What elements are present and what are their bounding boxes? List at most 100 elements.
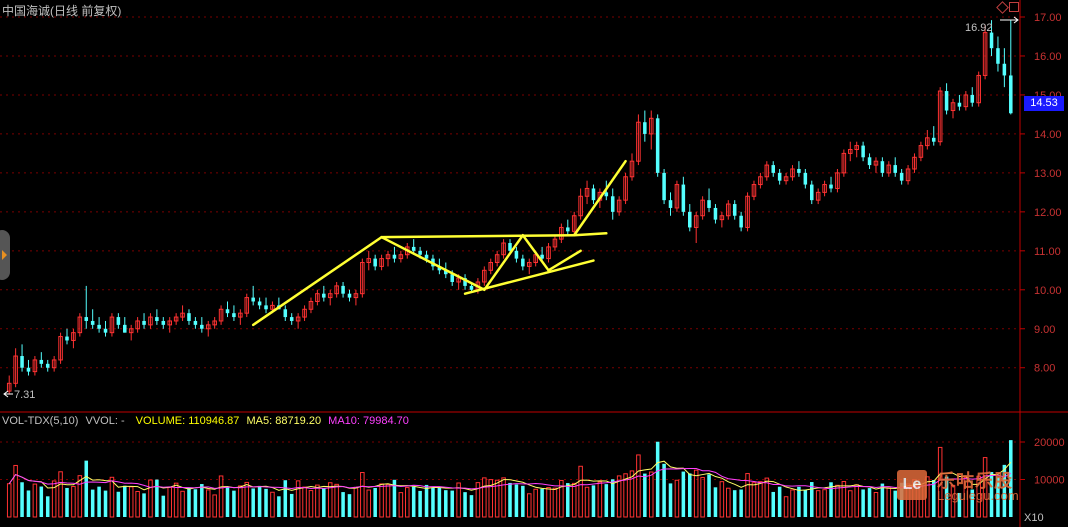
volume-bar-up: [302, 486, 307, 518]
candle-body-up: [360, 262, 365, 295]
candle-body-down: [373, 258, 377, 267]
volume-bar-down: [450, 490, 454, 517]
volume-bar-up: [366, 489, 372, 518]
volume-bar-up: [180, 490, 185, 518]
candle-body-down: [437, 266, 442, 271]
volume-bar-up: [475, 482, 481, 518]
candle-body-up: [334, 285, 339, 295]
candle-body-down: [803, 172, 808, 185]
volume-bar-up: [700, 476, 705, 518]
volume-indicator-header: VOL-TDX(5,10) VVOL: - VOLUME: 110946.87 …: [2, 415, 409, 427]
volume-bar-down: [392, 479, 397, 517]
price-tick-label: 16.00: [1034, 51, 1062, 63]
candle-body-down: [829, 184, 833, 189]
volume-bar-up: [167, 486, 172, 518]
candle-body-down: [200, 324, 204, 329]
candle-body-up: [494, 254, 500, 264]
candle-body-down: [418, 250, 422, 255]
candle-body-up: [456, 277, 461, 283]
volume-bar-down: [225, 487, 230, 517]
candle-body-up: [790, 168, 795, 178]
candle-body-down: [45, 363, 50, 368]
volume-bar-down: [469, 495, 474, 517]
left-scroll-handle[interactable]: [0, 230, 10, 280]
high-price-label: 16.92: [965, 22, 993, 34]
candle-body-down: [283, 309, 288, 318]
candle-body-up: [526, 262, 532, 267]
trend-line: [547, 249, 582, 272]
candle-body-down: [514, 250, 519, 259]
candle-body-down: [347, 293, 352, 298]
volume-bar-down: [1009, 440, 1013, 517]
volume-bar-down: [944, 476, 949, 517]
volume-bar-down: [65, 487, 69, 517]
price-tick-label: 10.00: [1034, 285, 1062, 297]
volume-bar-up: [976, 475, 981, 518]
candle-body-down: [232, 313, 236, 318]
candle-body-down: [732, 204, 737, 216]
volume-bar-down: [322, 488, 326, 517]
candle-body-up: [918, 145, 924, 158]
volume-bar-down: [424, 484, 429, 517]
candle-body-up: [128, 328, 134, 334]
volume-bar-down: [200, 484, 204, 517]
candle-body-down: [1002, 63, 1007, 76]
volume-bar-up: [212, 494, 217, 518]
candle-body-up: [636, 121, 641, 162]
candle-body-up: [726, 203, 731, 217]
volume-tick-label: 20000: [1034, 437, 1065, 449]
chart-title: 中国海诚(日线 前复权): [2, 4, 122, 18]
trend-line: [521, 233, 550, 272]
candle-body-up: [751, 184, 757, 197]
candle-body-up: [32, 359, 38, 373]
trend-line: [483, 233, 525, 292]
volume-bar-up: [398, 492, 404, 518]
candle-body-up: [719, 215, 725, 221]
volume-bar-down: [867, 488, 872, 517]
candle-body-up: [135, 320, 140, 330]
volume-bar-up: [135, 490, 140, 518]
candle-body-up: [616, 199, 622, 213]
candle-body-down: [193, 320, 198, 325]
candle-body-down: [142, 320, 146, 325]
volume-bar-up: [51, 480, 57, 518]
volume-bar-up: [790, 489, 795, 518]
volume-bar-up: [636, 454, 641, 518]
candle-body-up: [982, 32, 988, 76]
price-tick-label: 17.00: [1034, 12, 1062, 24]
volume-bar-down: [161, 495, 166, 517]
volume-bar-up: [71, 485, 76, 518]
candle-body-down: [604, 192, 609, 197]
watermark-brand: 乐咕乐股: [937, 471, 1013, 491]
volume-bar-up: [128, 486, 134, 518]
volume-bar-up: [648, 471, 654, 518]
watermark-url: Legulegu.com: [937, 488, 1019, 503]
volume-bar-down: [193, 489, 198, 517]
volume-bar-up: [315, 484, 320, 518]
candle-body-down: [65, 336, 69, 341]
volume-bar-down: [90, 489, 95, 517]
maximize-icon[interactable]: [1009, 2, 1019, 12]
volume-bar-up: [758, 481, 763, 518]
volume-bar-down: [681, 471, 686, 517]
candle-body-down: [707, 200, 711, 208]
candle-body-down: [322, 293, 326, 298]
vol-indicator-name: VOL-TDX(5,10): [2, 415, 79, 427]
candle-body-up: [912, 156, 917, 170]
volume-bar-down: [411, 486, 416, 517]
candle-body-up: [552, 238, 558, 248]
candle-body-up: [584, 187, 590, 197]
last-price-tag: 14.53: [1024, 96, 1064, 111]
candle-body-down: [797, 168, 801, 173]
price-tick-label: 8.00: [1034, 363, 1055, 375]
volume-bar-down: [103, 490, 108, 517]
volume-bar-up: [616, 475, 622, 518]
volume-bar-up: [751, 482, 757, 518]
volume-bar-up: [629, 470, 635, 518]
volume-bar-down: [707, 474, 711, 517]
candle-body-up: [937, 90, 943, 143]
candle-body-down: [264, 305, 268, 310]
candle-body-up: [295, 316, 301, 322]
candle-body-down: [688, 211, 692, 228]
candle-body-down: [20, 356, 24, 368]
